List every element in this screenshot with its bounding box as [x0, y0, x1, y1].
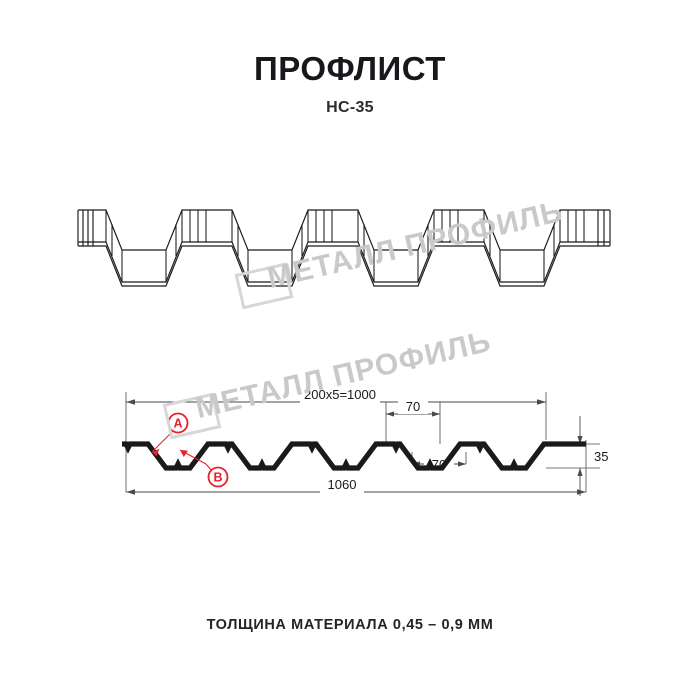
- page-footer: ТОЛЩИНА МАТЕРИАЛА 0,45 – 0,9 ММ: [0, 617, 700, 633]
- iso-bottom-edge: [78, 241, 610, 283]
- callout-a-label: A: [173, 417, 182, 431]
- page-title: ПРОФЛИСТ: [254, 50, 446, 87]
- callout-b: B: [179, 449, 229, 488]
- dimension-top-flange: 70: [386, 399, 440, 417]
- callout-a-circle: [167, 412, 189, 434]
- iso-top-edge: [78, 209, 610, 251]
- callout-b-label: B: [213, 471, 222, 485]
- page-header: ПРОФЛИСТ НС-35: [0, 52, 700, 117]
- product-model-label: НС-35: [326, 99, 374, 116]
- dimension-height-label: 35: [594, 449, 608, 464]
- isometric-profile-drawing: [77, 209, 611, 287]
- dimension-overall-width: 1060: [126, 477, 586, 495]
- profile-cross-section: [122, 441, 586, 471]
- callout-b-circle: [207, 466, 229, 488]
- iso-fold-lines: [105, 210, 585, 282]
- material-thickness-note: ТОЛЩИНА МАТЕРИАЛА 0,45 – 0,9 ММ: [206, 617, 494, 633]
- section-extension-lines: [125, 392, 600, 492]
- cross-section-drawing: 200x5=1000 70 70 35 1060: [122, 387, 608, 496]
- dimension-height: 35: [577, 416, 608, 496]
- dimension-top-flange-label: 70: [406, 399, 420, 414]
- dimension-overall-width-label: 1060: [328, 477, 357, 492]
- iso-thickness-edge: [78, 245, 610, 287]
- callout-a: A: [151, 412, 189, 457]
- dimension-pitch-total-label: 200x5=1000: [304, 387, 376, 402]
- dimension-pitch-total: 200x5=1000: [126, 387, 546, 405]
